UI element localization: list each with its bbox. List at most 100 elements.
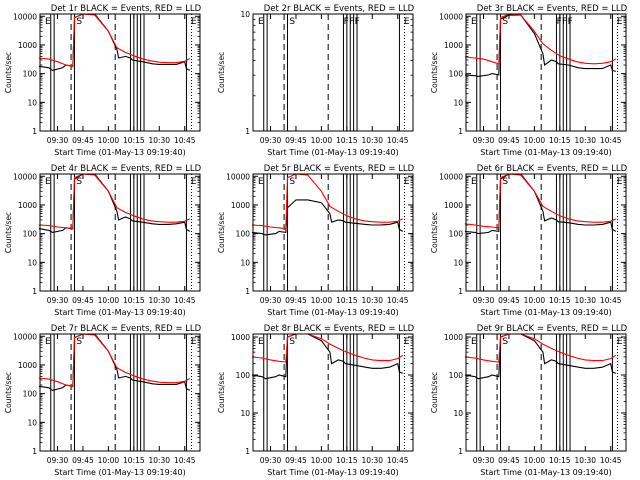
y-tick-label: 1 <box>32 447 37 456</box>
plot-frame <box>465 173 627 292</box>
y-tick-label: 1000 <box>18 41 37 50</box>
lld-series-line <box>38 13 191 67</box>
y-tick-label: 1000 <box>231 201 250 210</box>
flag-letter: S <box>502 177 508 187</box>
x-tick-label: 10:30 <box>148 456 170 465</box>
x-tick-label: 10:15 <box>123 456 145 465</box>
y-tick-label: 10 <box>453 258 463 267</box>
y-tick-label: 10000 <box>13 12 37 21</box>
flag-letter: E <box>191 337 197 347</box>
flag-letter: E <box>617 337 623 347</box>
x-tick-label: 09:45 <box>285 296 307 305</box>
plot-frame <box>39 333 201 452</box>
flag-letter: F <box>557 17 562 27</box>
x-tick-label: 10:30 <box>574 136 596 145</box>
y-tick-label: 100 <box>449 230 464 239</box>
x-tick-label: 09:30 <box>473 456 495 465</box>
x-tick-label: 10:15 <box>549 136 571 145</box>
events-series-line <box>38 333 191 391</box>
x-tick-label: 10:00 <box>524 456 546 465</box>
x-tick-label: 10:15 <box>549 456 571 465</box>
events-series-line <box>38 13 191 71</box>
x-axis-label: Start Time (01-May-13 09:19:40) <box>267 308 398 317</box>
y-tick-label: 10 <box>240 409 250 418</box>
detector-panel-3: Det 3r BLACK = Events, RED = LLD Counts/s… <box>430 4 628 157</box>
y-tick-label: 100 <box>449 371 464 380</box>
x-tick-label: 10:00 <box>98 136 120 145</box>
x-tick-label: 09:45 <box>285 136 307 145</box>
x-tick-label: 10:45 <box>174 296 196 305</box>
y-axis-label: Counts/sec <box>4 212 13 253</box>
y-axis-label: Counts/sec <box>430 212 439 253</box>
y-axis-label: Counts/sec <box>217 52 226 93</box>
events-series-line <box>251 333 404 380</box>
flag-letter: S <box>289 177 295 187</box>
y-tick-label: 1000 <box>18 361 37 370</box>
x-tick-label: 10:30 <box>361 136 383 145</box>
x-tick-label: 10:00 <box>98 456 120 465</box>
detector-panel-9: Det 9r BLACK = Events, RED = LLD Counts/s… <box>430 324 628 477</box>
x-tick-label: 10:15 <box>123 136 145 145</box>
panel-title: Det 6r BLACK = Events, RED = LLD <box>477 164 628 174</box>
lld-series-line <box>251 333 404 363</box>
detector-panel-8: Det 8r BLACK = Events, RED = LLD Counts/s… <box>217 324 415 477</box>
x-tick-label: 10:45 <box>600 136 622 145</box>
y-axis-label: Counts/sec <box>4 52 13 93</box>
flag-letter: E <box>617 177 623 187</box>
flag-letter: E <box>617 17 623 27</box>
y-tick-label: 10000 <box>13 332 37 341</box>
y-tick-label: 10 <box>27 418 37 427</box>
x-tick-label: 09:30 <box>47 136 69 145</box>
y-tick-label: 10 <box>240 10 250 19</box>
x-tick-label: 10:45 <box>174 456 196 465</box>
x-axis-label: Start Time (01-May-13 09:19:40) <box>480 148 611 157</box>
y-tick-label: 1 <box>245 287 250 296</box>
lld-series-line <box>464 333 617 363</box>
events-series-line <box>251 199 404 236</box>
y-tick-label: 10000 <box>439 12 463 21</box>
x-tick-label: 10:30 <box>148 136 170 145</box>
y-tick-label: 10 <box>240 258 250 267</box>
flag-letter: E <box>258 177 264 187</box>
x-tick-label: 10:00 <box>311 136 333 145</box>
plot-frame <box>465 333 627 452</box>
flag-letter: S <box>502 337 508 347</box>
x-tick-label: 10:00 <box>98 296 120 305</box>
panel-title: Det 9r BLACK = Events, RED = LLD <box>477 324 628 334</box>
x-tick-label: 09:45 <box>72 136 94 145</box>
flag-letter: S <box>76 337 82 347</box>
y-tick-label: 1 <box>458 287 463 296</box>
flag-letter: F <box>349 17 354 27</box>
y-tick-label: 10000 <box>439 172 463 181</box>
x-tick-label: 10:15 <box>336 296 358 305</box>
x-axis-label: Start Time (01-May-13 09:19:40) <box>267 148 398 157</box>
panel-title: Det 3r BLACK = Events, RED = LLD <box>477 4 628 14</box>
x-tick-label: 09:30 <box>473 136 495 145</box>
y-axis-label: Counts/sec <box>4 372 13 413</box>
plot-frame <box>252 333 414 452</box>
x-tick-label: 10:30 <box>148 296 170 305</box>
plot-frame <box>39 173 201 292</box>
y-tick-label: 1 <box>32 287 37 296</box>
y-tick-label: 1 <box>32 127 37 136</box>
detector-panel-4: Det 4r BLACK = Events, RED = LLD Counts/s… <box>4 164 202 317</box>
detector-panel-6: Det 6r BLACK = Events, RED = LLD Counts/s… <box>430 164 628 317</box>
x-tick-label: 10:45 <box>600 456 622 465</box>
y-tick-label: 100 <box>23 390 38 399</box>
y-tick-label: 10000 <box>226 172 250 181</box>
x-tick-label: 10:45 <box>174 136 196 145</box>
lld-series-line <box>464 13 617 65</box>
flag-letter: E <box>404 177 410 187</box>
lld-series-line <box>464 173 617 229</box>
x-tick-label: 09:30 <box>260 296 282 305</box>
flag-letter: E <box>191 177 197 187</box>
panel-title: Det 5r BLACK = Events, RED = LLD <box>264 164 415 174</box>
events-series-line <box>38 173 191 233</box>
y-tick-label: 1000 <box>444 201 463 210</box>
x-tick-label: 10:00 <box>524 136 546 145</box>
x-tick-label: 10:30 <box>574 456 596 465</box>
y-tick-label: 1 <box>458 127 463 136</box>
lld-series-line <box>251 173 404 230</box>
y-axis-label: Counts/sec <box>430 52 439 93</box>
x-tick-label: 10:15 <box>549 296 571 305</box>
